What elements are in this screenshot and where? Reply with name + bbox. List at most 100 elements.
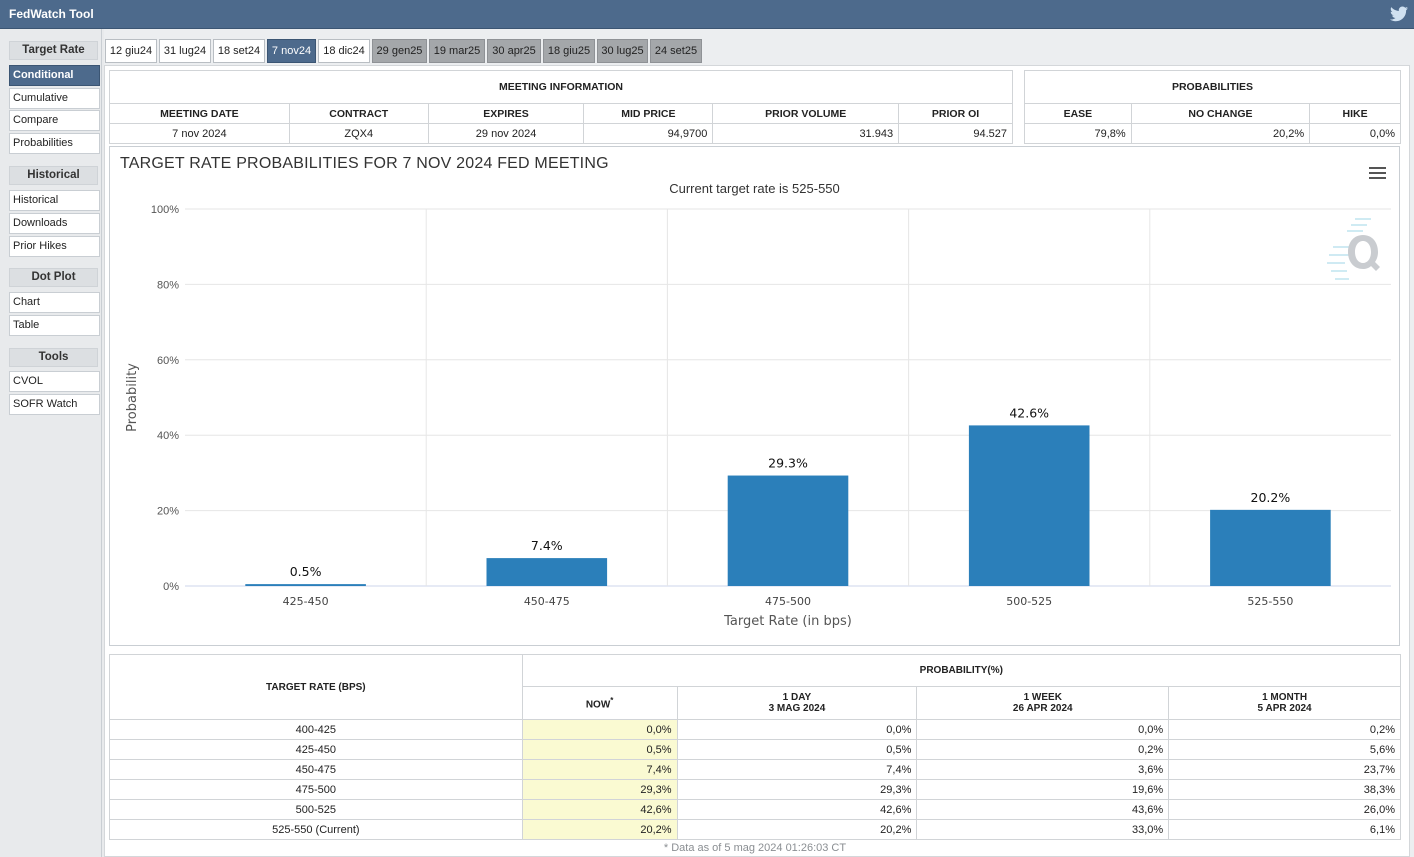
col-now-mark: * xyxy=(610,695,614,705)
sidebar-item-probabilities[interactable]: Probabilities xyxy=(9,133,100,154)
col-now-label: NOW xyxy=(585,699,611,711)
col-1-week-date: 26 APR 2024 xyxy=(1012,703,1073,714)
col-no-change: NO CHANGE xyxy=(1130,103,1311,124)
x-tick-label: 500-525 xyxy=(1006,595,1052,608)
sidebar-heading-target-rate: Target Rate xyxy=(9,41,98,60)
hike-value: 0,0% xyxy=(1309,123,1401,144)
probability-table: TARGET RATE (BPS) PROBABILITY(%) NOW* 1 … xyxy=(109,654,1402,840)
bar xyxy=(245,584,366,586)
probabilities-heading: PROBABILITIES xyxy=(1024,70,1401,104)
app-title: FedWatch Tool xyxy=(9,7,94,21)
data-label: 0.5% xyxy=(290,564,322,579)
row-rate: 500-525 xyxy=(109,799,523,820)
sidebar-item-conditional[interactable]: Conditional xyxy=(9,65,100,86)
sidebar-item-prior-hikes[interactable]: Prior Hikes xyxy=(9,236,100,257)
tab-30-lug25[interactable]: 30 lug25 xyxy=(597,39,648,63)
row-rate: 425-450 xyxy=(109,739,523,760)
y-tick-label: 100% xyxy=(151,204,179,216)
tab-19-mar25[interactable]: 19 mar25 xyxy=(429,39,485,63)
col-contract: CONTRACT xyxy=(288,103,429,124)
sidebar-item-table[interactable]: Table xyxy=(9,315,100,336)
sidebar-heading-historical: Historical xyxy=(9,166,98,185)
row-now: 0,0% xyxy=(521,719,678,740)
chart-panel: 0% 20% 40% 60% 80% 100% 0.5% 425-450 7.4% 450-475… xyxy=(109,146,1400,646)
row-week: 3,6% xyxy=(916,759,1170,780)
row-week: 0,2% xyxy=(916,739,1170,760)
row-rate: 525-550 (Current) xyxy=(109,819,523,840)
sidebar-item-cumulative[interactable]: Cumulative xyxy=(9,88,100,109)
x-tick-label: 525-550 xyxy=(1247,595,1293,608)
sidebar-item-chart[interactable]: Chart xyxy=(9,292,100,313)
bar-chart: 0% 20% 40% 60% 80% 100% 0.5% 425-450 7.4% 450-475… xyxy=(125,204,1391,629)
bar xyxy=(1210,509,1331,586)
chart-title: TARGET RATE PROBABILITIES FOR 7 NOV 2024… xyxy=(120,155,609,172)
tab-18-giu25[interactable]: 18 giu25 xyxy=(543,39,595,63)
tab-24-set25[interactable]: 24 set25 xyxy=(650,39,702,63)
col-group-probability: PROBABILITY(%) xyxy=(521,654,1402,687)
row-day: 42,6% xyxy=(676,799,918,820)
data-footnote: * Data as of 5 mag 2024 01:26:03 CT xyxy=(663,842,847,854)
bar xyxy=(968,425,1090,586)
chart-menu-icon[interactable] xyxy=(1369,167,1386,180)
col-1-month-label: 1 MONTH xyxy=(1262,692,1308,703)
no-change-value: 20,2% xyxy=(1130,123,1311,144)
row-now: 7,4% xyxy=(521,759,678,780)
quikstrike-logo-icon xyxy=(1327,218,1380,280)
prior-oi-value: 94.527 xyxy=(898,123,1013,144)
col-1-week: 1 WEEK 26 APR 2024 xyxy=(916,686,1170,720)
row-week: 33,0% xyxy=(916,819,1170,840)
expires-value: 29 nov 2024 xyxy=(427,123,585,144)
row-day: 0,0% xyxy=(676,719,918,740)
col-1-month-date: 5 APR 2024 xyxy=(1257,703,1312,714)
tab-29-gen25[interactable]: 29 gen25 xyxy=(372,39,427,63)
row-now: 29,3% xyxy=(521,779,678,800)
chart-subtitle: Current target rate is 525-550 xyxy=(669,181,840,196)
table-row: 400-425 0,0% 0,0% 0,0% 0,2% xyxy=(109,719,1401,740)
tab-18-set24[interactable]: 18 set24 xyxy=(213,39,265,63)
col-mid-price: MID PRICE xyxy=(583,103,714,124)
row-month: 6,1% xyxy=(1168,819,1401,840)
row-week: 19,6% xyxy=(916,779,1170,800)
data-label: 29.3% xyxy=(768,456,808,471)
row-rate: 400-425 xyxy=(109,719,523,740)
row-month: 5,6% xyxy=(1168,739,1401,760)
sidebar-item-compare[interactable]: Compare xyxy=(9,110,100,131)
sidebar-heading-dot-plot: Dot Plot xyxy=(9,268,98,287)
col-expires: EXPIRES xyxy=(427,103,585,124)
row-rate: 475-500 xyxy=(109,779,523,800)
ease-value: 79,8% xyxy=(1024,123,1132,144)
row-week: 43,6% xyxy=(916,799,1170,820)
table-row: 425-450 0,5% 0,5% 0,2% 5,6% xyxy=(109,739,1401,760)
row-now: 42,6% xyxy=(521,799,678,820)
col-1-week-label: 1 WEEK xyxy=(1023,692,1062,703)
x-tick-label: 425-450 xyxy=(283,595,329,608)
twitter-icon[interactable] xyxy=(1390,6,1408,22)
mid-price-value: 94,9700 xyxy=(583,123,714,144)
x-axis-title: Target Rate (in bps) xyxy=(723,614,852,629)
prior-volume-value: 31.943 xyxy=(712,123,900,144)
data-label: 42.6% xyxy=(1009,405,1049,420)
sidebar-item-sofr-watch[interactable]: SOFR Watch xyxy=(9,394,100,415)
table-row: 525-550 (Current) 20,2% 20,2% 33,0% 6,1% xyxy=(109,819,1401,840)
title-bar: FedWatch Tool xyxy=(0,0,1414,29)
sidebar-item-downloads[interactable]: Downloads xyxy=(9,213,100,234)
sidebar-item-cvol[interactable]: CVOL xyxy=(9,371,100,392)
row-now: 0,5% xyxy=(521,739,678,760)
meeting-date-value: 7 nov 2024 xyxy=(109,123,290,144)
y-tick-label: 80% xyxy=(157,279,179,291)
col-target-rate: TARGET RATE (BPS) xyxy=(109,654,523,720)
sidebar-item-historical[interactable]: Historical xyxy=(9,190,100,211)
tab-7-nov24[interactable]: 7 nov24 xyxy=(267,39,316,63)
sidebar: Target Rate Conditional Cumulative Compa… xyxy=(0,29,104,857)
data-label: 7.4% xyxy=(531,538,563,553)
tab-18-dic24[interactable]: 18 dic24 xyxy=(318,39,370,63)
x-tick-label: 475-500 xyxy=(765,595,811,608)
y-tick-label: 20% xyxy=(157,506,179,518)
row-day: 20,2% xyxy=(676,819,918,840)
row-day: 0,5% xyxy=(676,739,918,760)
row-month: 0,2% xyxy=(1168,719,1401,740)
tab-12-giu24[interactable]: 12 giu24 xyxy=(105,39,157,63)
meeting-info-heading: MEETING INFORMATION xyxy=(109,70,1013,104)
tab-31-lug24[interactable]: 31 lug24 xyxy=(159,39,211,63)
tab-30-apr25[interactable]: 30 apr25 xyxy=(487,39,541,63)
